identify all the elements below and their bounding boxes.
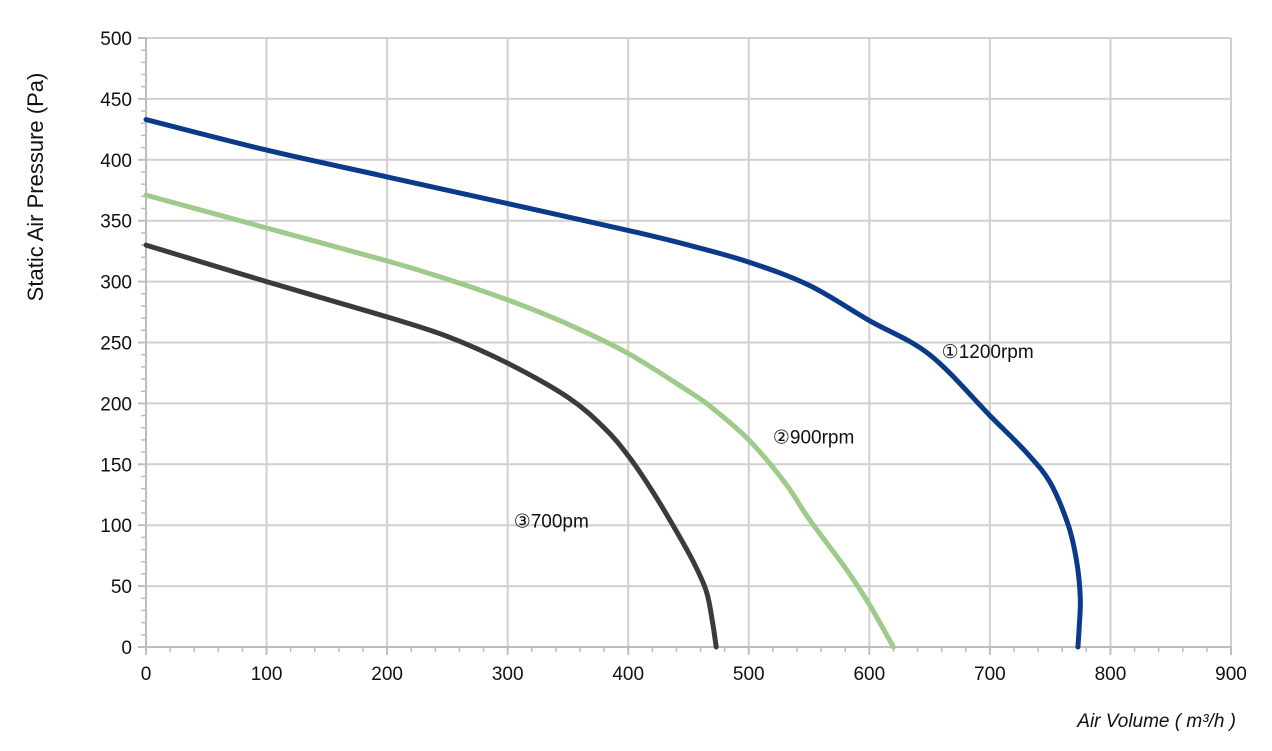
grid bbox=[146, 37, 1232, 647]
y-tick-label: 450 bbox=[100, 90, 132, 111]
x-tick-label: 800 bbox=[1095, 664, 1127, 685]
y-tick-labels: 0 50 100 150 200 250 300 350 400 450 500 bbox=[100, 29, 132, 659]
x-tick-labels: 0 100 200 300 400 500 600 700 800 900 bbox=[141, 664, 1247, 685]
series-label-1: ①1200rpm bbox=[942, 342, 1034, 363]
y-tick-label: 300 bbox=[100, 273, 132, 294]
y-tick-label: 500 bbox=[100, 29, 132, 50]
y-tick-label: 200 bbox=[100, 394, 132, 415]
x-tick-label: 600 bbox=[853, 664, 885, 685]
series-label-3: ③700pm bbox=[514, 511, 589, 532]
y-tick-label: 100 bbox=[100, 516, 132, 537]
y-tick-label: 50 bbox=[111, 577, 132, 598]
y-tick-label: 150 bbox=[100, 455, 132, 476]
y-tick-label: 0 bbox=[121, 638, 132, 659]
minor-ticks bbox=[141, 49, 1208, 652]
x-tick-label: 500 bbox=[733, 664, 765, 685]
series-label-2: ②900rpm bbox=[773, 427, 854, 448]
y-tick-label: 350 bbox=[100, 212, 132, 233]
series-line-3 bbox=[143, 242, 719, 650]
x-tick-label: 300 bbox=[492, 664, 524, 685]
series-labels: ①1200rpm ②900rpm ③700pm bbox=[514, 342, 1034, 532]
x-axis-label: Air Volume ( m³/h ) bbox=[1076, 711, 1236, 732]
y-tick-label: 400 bbox=[100, 151, 132, 172]
x-tick-label: 900 bbox=[1215, 664, 1247, 685]
x-tick-label: 100 bbox=[251, 664, 283, 685]
x-tick-label: 400 bbox=[612, 664, 644, 685]
y-axis-label: Static Air Pressure (Pa) bbox=[23, 73, 48, 302]
x-tick-label: 700 bbox=[974, 664, 1006, 685]
y-tick-label: 250 bbox=[100, 334, 132, 355]
x-tick-label: 0 bbox=[141, 664, 152, 685]
series-line-2 bbox=[143, 192, 896, 650]
series-line-1 bbox=[143, 117, 1083, 650]
x-tick-label: 200 bbox=[371, 664, 403, 685]
series-lines bbox=[143, 117, 1083, 650]
axes bbox=[138, 37, 1232, 655]
